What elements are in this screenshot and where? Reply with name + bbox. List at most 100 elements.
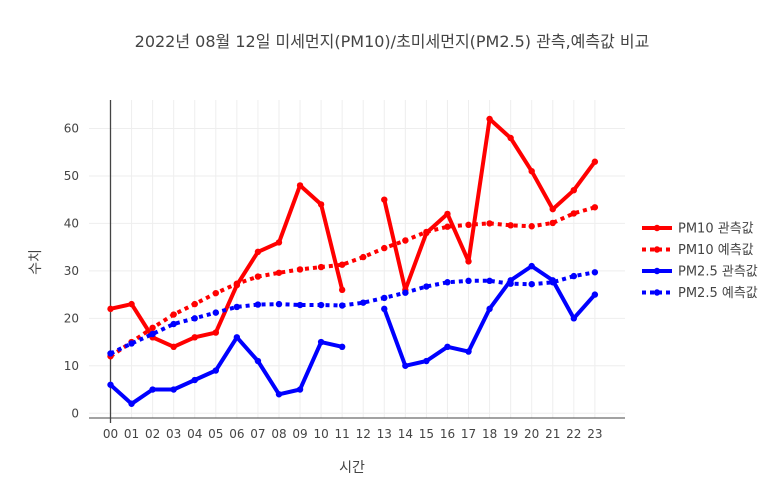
data-point [549, 205, 556, 213]
data-point [423, 283, 430, 290]
data-point [528, 262, 535, 270]
data-point [444, 279, 451, 286]
data-point [107, 381, 114, 388]
data-point [212, 309, 219, 316]
data-point [360, 253, 367, 261]
x-tick-label: 19 [503, 427, 518, 441]
x-tick-label: 02 [145, 427, 160, 441]
data-point [191, 300, 198, 308]
data-point [444, 343, 451, 351]
data-point [591, 204, 599, 211]
data-point [170, 343, 177, 351]
data-point [275, 239, 283, 246]
data-point [128, 400, 135, 407]
x-tick-label: 16 [440, 427, 455, 441]
y-tick-label: 30 [64, 264, 79, 278]
x-tick-label: 13 [377, 427, 392, 441]
legend: PM10 관측값 PM10 예측값 PM2.5 관측값 PM2.5 예측값 [642, 222, 758, 301]
data-point [444, 223, 451, 230]
legend-swatch-marker [653, 267, 661, 275]
legend-item: PM2.5 관측값 [642, 265, 758, 280]
data-point [507, 280, 514, 287]
data-point [402, 362, 409, 369]
legend-label: PM2.5 관측값 [678, 265, 758, 280]
x-tick-label: 14 [398, 427, 413, 441]
x-tick-label: 09 [292, 427, 307, 441]
data-point [107, 350, 114, 357]
data-point [296, 266, 304, 273]
legend-swatch-marker [653, 246, 661, 253]
data-point [149, 330, 156, 338]
x-tick-label: 00 [103, 427, 118, 441]
data-point [317, 263, 325, 271]
x-tick-label: 15 [419, 427, 434, 441]
data-point [275, 391, 283, 398]
data-point [570, 272, 578, 280]
data-point [528, 223, 535, 230]
data-point [486, 220, 493, 227]
data-point [486, 115, 493, 123]
data-point [296, 386, 304, 393]
data-point [528, 280, 535, 288]
data-point [486, 305, 493, 313]
data-point [549, 279, 556, 286]
y-tick-label: 20 [64, 311, 79, 325]
data-point [317, 301, 325, 309]
data-point [402, 237, 409, 244]
y-tick-label: 50 [64, 169, 79, 183]
data-point [191, 376, 198, 384]
data-point [296, 301, 304, 309]
data-point [486, 277, 493, 285]
x-tick-label: 01 [124, 427, 139, 441]
data-point [465, 221, 472, 229]
data-point [338, 343, 346, 351]
data-point [170, 386, 177, 393]
data-point [423, 228, 430, 236]
data-point [507, 222, 514, 229]
series-0 [107, 115, 599, 351]
x-tick-label: 22 [566, 427, 581, 441]
x-tick-label: 04 [187, 427, 202, 441]
legend-item: PM10 관측값 [642, 222, 754, 237]
data-point [254, 273, 262, 280]
data-point [465, 258, 472, 265]
data-point [233, 303, 241, 311]
chart-title: 2022년 08월 12일 미세먼지(PM10)/초미세먼지(PM2.5) 관측… [135, 32, 650, 51]
series-line [109, 205, 596, 358]
y-tick-label: 10 [64, 359, 79, 373]
x-tick-label: 12 [356, 427, 371, 441]
x-tick-label: 11 [335, 427, 350, 441]
data-point [254, 248, 262, 256]
y-tick-label: 0 [71, 406, 79, 420]
data-point [381, 305, 388, 313]
data-point [591, 158, 599, 165]
y-tick-label: 60 [64, 121, 79, 135]
data-point [570, 315, 578, 322]
x-tick-label: 21 [545, 427, 560, 441]
legend-swatch-marker [653, 224, 661, 232]
data-point [338, 261, 346, 268]
data-point [275, 300, 283, 308]
series-3 [107, 269, 599, 357]
data-point [254, 357, 262, 365]
data-point [381, 196, 388, 203]
x-tick-label: 08 [271, 427, 286, 441]
x-tick-label: 06 [229, 427, 244, 441]
legend-label: PM2.5 예측값 [678, 286, 758, 301]
data-point [170, 320, 177, 328]
data-point [254, 301, 262, 308]
data-point [191, 334, 198, 341]
legend-swatch-marker [653, 289, 661, 296]
data-point [149, 324, 156, 332]
data-point [296, 182, 304, 189]
series-line [109, 270, 596, 356]
series-layer [107, 115, 599, 407]
legend-item: PM10 예측값 [642, 243, 754, 258]
legend-label: PM10 관측값 [678, 222, 754, 237]
data-point [191, 315, 198, 322]
data-point [423, 357, 430, 365]
x-tick-label: 07 [250, 427, 265, 441]
